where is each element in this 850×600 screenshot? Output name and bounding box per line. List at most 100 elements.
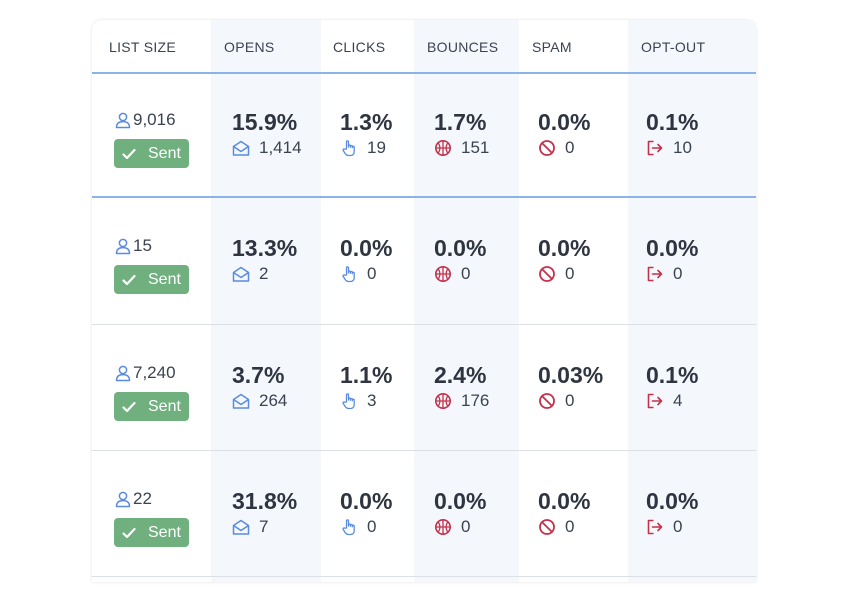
optout-count-value: 0 [673, 264, 683, 283]
pointer-hand-icon [340, 392, 358, 410]
opens-count-value: 264 [259, 391, 288, 410]
clicks-percentage: 1.3% [340, 109, 393, 135]
clicks-count: 3 [340, 390, 392, 412]
spam-cell[interactable]: 0.03% 0 [538, 362, 603, 412]
spam-cell[interactable]: 0.0% 0 [538, 488, 590, 538]
table-row[interactable]: 9,016 Sent 15.9% 1,414 1.3% 19 1.7% 151 [92, 72, 756, 198]
spam-count-value: 0 [565, 391, 575, 410]
list-size-value: 9,016 [133, 110, 176, 129]
spam-count: 0 [538, 137, 590, 159]
basketball-icon [434, 392, 452, 410]
row-divider [92, 576, 756, 577]
header-clicks[interactable]: CLICKS [333, 39, 386, 55]
opens-count: 264 [232, 390, 287, 412]
opens-cell[interactable]: 3.7% 264 [232, 362, 287, 412]
opens-count: 7 [232, 516, 297, 538]
ban-icon [538, 392, 556, 410]
bounces-percentage: 0.0% [434, 235, 487, 261]
opens-cell[interactable]: 13.3% 2 [232, 235, 297, 285]
spam-percentage: 0.03% [538, 362, 604, 388]
optout-column-bg [628, 20, 756, 582]
opens-count-value: 1,414 [259, 138, 302, 157]
clicks-cell[interactable]: 0.0% 0 [340, 235, 392, 285]
spam-count: 0 [538, 516, 590, 538]
optout-cell[interactable]: 0.0% 0 [646, 488, 698, 538]
user-icon [114, 364, 132, 382]
list-size-value: 22 [133, 489, 152, 508]
check-icon [122, 274, 136, 286]
clicks-count: 0 [340, 516, 392, 538]
check-icon [122, 148, 136, 160]
table-row[interactable]: 7,240 Sent 3.7% 264 1.1% 3 2.4% 176 [92, 325, 756, 451]
basketball-icon [434, 518, 452, 536]
clicks-cell[interactable]: 0.0% 0 [340, 488, 392, 538]
user-icon [114, 111, 132, 129]
header-spam[interactable]: SPAM [532, 39, 572, 55]
bounces-cell[interactable]: 0.0% 0 [434, 488, 486, 538]
row-divider [92, 450, 756, 451]
sign-out-icon [646, 518, 664, 536]
list-size-value: 7,240 [133, 363, 176, 382]
opens-percentage: 3.7% [232, 362, 285, 388]
list-size: 15 [114, 235, 189, 257]
spam-percentage: 0.0% [538, 488, 591, 514]
bounces-cell[interactable]: 0.0% 0 [434, 235, 486, 285]
bounces-count-value: 0 [461, 517, 471, 536]
clicks-count-value: 3 [367, 391, 377, 410]
table-row[interactable]: 22 Sent 31.8% 7 0.0% 0 0.0% 0 [92, 451, 756, 577]
bounces-count-value: 176 [461, 391, 490, 410]
opens-cell[interactable]: 31.8% 7 [232, 488, 297, 538]
optout-percentage: 0.0% [646, 235, 699, 261]
bounces-cell[interactable]: 1.7% 151 [434, 109, 489, 159]
envelope-open-icon [232, 139, 250, 157]
header-bounces[interactable]: BOUNCES [427, 39, 499, 55]
status-badge: Sent [114, 139, 189, 168]
opens-cell[interactable]: 15.9% 1,414 [232, 109, 302, 159]
user-icon [114, 237, 132, 255]
table-row[interactable]: 15 Sent 13.3% 2 0.0% 0 0.0% 0 [92, 198, 756, 324]
sign-out-icon [646, 392, 664, 410]
spam-cell[interactable]: 0.0% 0 [538, 109, 590, 159]
bounces-cell[interactable]: 2.4% 176 [434, 362, 489, 412]
opens-count: 1,414 [232, 137, 302, 159]
bounces-count: 176 [434, 390, 489, 412]
spam-percentage: 0.0% [538, 235, 591, 261]
sign-out-icon [646, 139, 664, 157]
basketball-icon [434, 139, 452, 157]
check-icon [122, 401, 136, 413]
user-icon [114, 490, 132, 508]
envelope-open-icon [232, 392, 250, 410]
bounces-percentage: 0.0% [434, 488, 487, 514]
ban-icon [538, 518, 556, 536]
bounces-count: 151 [434, 137, 489, 159]
header-opens[interactable]: OPENS [224, 39, 275, 55]
table-header: LIST SIZE OPENS CLICKS BOUNCES SPAM OPT-… [92, 20, 756, 74]
spam-cell[interactable]: 0.0% 0 [538, 235, 590, 285]
optout-cell[interactable]: 0.0% 0 [646, 235, 698, 285]
clicks-count-value: 0 [367, 517, 377, 536]
optout-percentage: 0.0% [646, 488, 699, 514]
optout-cell[interactable]: 0.1% 10 [646, 109, 698, 159]
optout-count: 10 [646, 137, 698, 159]
opens-percentage: 31.8% [232, 488, 298, 514]
ban-icon [538, 265, 556, 283]
spam-count-value: 0 [565, 517, 575, 536]
list-size: 9,016 [114, 109, 189, 131]
status-label: Sent [148, 397, 181, 415]
envelope-open-icon [232, 518, 250, 536]
clicks-cell[interactable]: 1.1% 3 [340, 362, 392, 412]
bounces-percentage: 1.7% [434, 109, 487, 135]
list-size: 7,240 [114, 362, 189, 384]
optout-cell[interactable]: 0.1% 4 [646, 362, 698, 412]
clicks-cell[interactable]: 1.3% 19 [340, 109, 392, 159]
header-list-size[interactable]: LIST SIZE [109, 39, 177, 55]
clicks-count: 0 [340, 263, 392, 285]
spam-count: 0 [538, 390, 603, 412]
header-optout[interactable]: OPT-OUT [641, 39, 706, 55]
list-size-cell: 9,016 Sent [114, 109, 189, 168]
bounces-percentage: 2.4% [434, 362, 487, 388]
pointer-hand-icon [340, 139, 358, 157]
bounces-count: 0 [434, 263, 486, 285]
optout-count: 4 [646, 390, 698, 412]
opens-percentage: 15.9% [232, 109, 298, 135]
